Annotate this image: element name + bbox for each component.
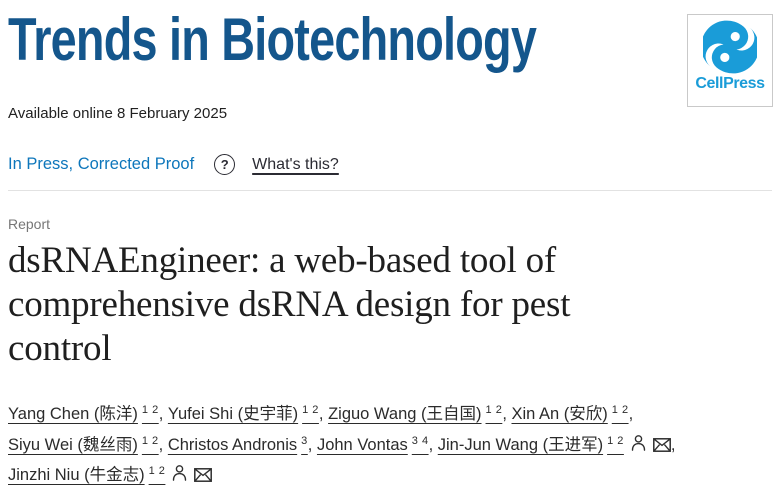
available-online-date: Available online 8 February 2025 — [8, 105, 228, 122]
article-title-line: control — [8, 328, 112, 369]
author-name: Jin-Jun Wang (王进军) — [437, 435, 604, 454]
author-affiliations: 1 2 — [302, 404, 319, 416]
author-affiliations: 1 2 — [141, 434, 159, 447]
author-affiliations: 1 2 — [607, 434, 624, 447]
author-name: Siyu Wei (魏丝雨) — [8, 435, 138, 454]
author-list: Yang Chen (陈洋) 1 2, Yufei Shi (史宇菲) 1 2, Z… — [8, 399, 714, 491]
whats-this-link[interactable]: What's this? — [252, 155, 339, 173]
article-title-line: dsRNAEngineer: a web-based tool of — [8, 240, 557, 281]
author-item: Yufei Shi (史宇菲) 1 2, — [167, 404, 329, 424]
article-title-line: comprehensive dsRNA design for pest — [8, 284, 571, 325]
author-affiliations: 1 2 — [141, 404, 159, 416]
cellpress-logo-text: CellPress — [695, 75, 765, 92]
status-row: In Press, Corrected Proof ? What's this? — [8, 154, 772, 175]
author-link[interactable]: Yang Chen (陈洋) 1 2 — [8, 404, 159, 424]
author-item: Xin An (安欣) 1 2, — [511, 404, 634, 424]
section-divider — [8, 190, 772, 191]
envelope-icon — [194, 468, 213, 482]
author-name: Xin An (安欣) — [511, 405, 608, 423]
person-icon — [172, 464, 187, 482]
author-affiliations: 3 — [301, 434, 308, 447]
envelope-icon — [652, 437, 671, 452]
author-item: Jinzhi Niu (牛金志) 1 2 — [8, 464, 213, 484]
author-link[interactable]: Siyu Wei (魏丝雨) 1 2 — [8, 434, 159, 454]
author-separator: , — [670, 435, 676, 454]
author-separator: , — [158, 435, 168, 454]
author-link[interactable]: Jin-Jun Wang (王进军) 1 2 — [437, 434, 671, 454]
article-type-label: Report — [8, 216, 51, 232]
author-affiliations: 1 2 — [148, 465, 166, 477]
author-item: Ziguo Wang (王自国) 1 2, — [328, 404, 512, 424]
author-item: Jin-Jun Wang (王进军) 1 2, — [437, 434, 676, 454]
author-link[interactable]: Christos Andronis 3 — [167, 434, 308, 454]
person-icon — [631, 434, 646, 452]
author-item: Siyu Wei (魏丝雨) 1 2, — [8, 434, 168, 454]
author-name: Ziguo Wang (王自国) — [328, 405, 482, 423]
cellpress-logo[interactable]: CellPress — [687, 14, 773, 107]
article-title: dsRNAEngineer: a web-based tool of compr… — [8, 239, 772, 371]
author-name: John Vontas — [316, 435, 408, 454]
in-press-status-link[interactable]: In Press, Corrected Proof — [8, 155, 195, 173]
author-item: Christos Andronis 3, — [167, 434, 317, 454]
author-affiliations: 1 2 — [485, 404, 503, 416]
author-separator: , — [628, 405, 634, 423]
author-affiliations: 1 2 — [611, 404, 629, 416]
author-item: Yang Chen (陈洋) 1 2, — [8, 404, 168, 424]
author-name: Christos Andronis — [167, 435, 298, 454]
author-separator: , — [502, 405, 512, 423]
author-link[interactable]: Ziguo Wang (王自国) 1 2 — [328, 404, 503, 424]
author-name: Yufei Shi (史宇菲) — [167, 405, 299, 423]
author-link[interactable]: John Vontas 3 4 — [316, 434, 429, 454]
author-name: Yang Chen (陈洋) — [8, 405, 138, 423]
author-item: John Vontas 3 4, — [316, 434, 438, 454]
author-link[interactable]: Jinzhi Niu (牛金志) 1 2 — [8, 464, 213, 484]
author-affiliations: 3 4 — [411, 434, 429, 447]
author-link[interactable]: Xin An (安欣) 1 2 — [511, 404, 629, 424]
author-separator: , — [428, 435, 438, 454]
author-separator: , — [158, 405, 168, 423]
author-name: Jinzhi Niu (牛金志) — [8, 466, 145, 484]
author-link[interactable]: Yufei Shi (史宇菲) 1 2 — [167, 404, 319, 424]
question-mark-glyph: ? — [220, 157, 229, 172]
journal-title: Trends in Biotechnology — [8, 6, 537, 73]
author-separator: , — [307, 435, 317, 454]
question-circle-icon[interactable]: ? — [214, 154, 236, 175]
cellpress-mark-icon — [703, 20, 757, 74]
author-separator: , — [318, 405, 329, 423]
